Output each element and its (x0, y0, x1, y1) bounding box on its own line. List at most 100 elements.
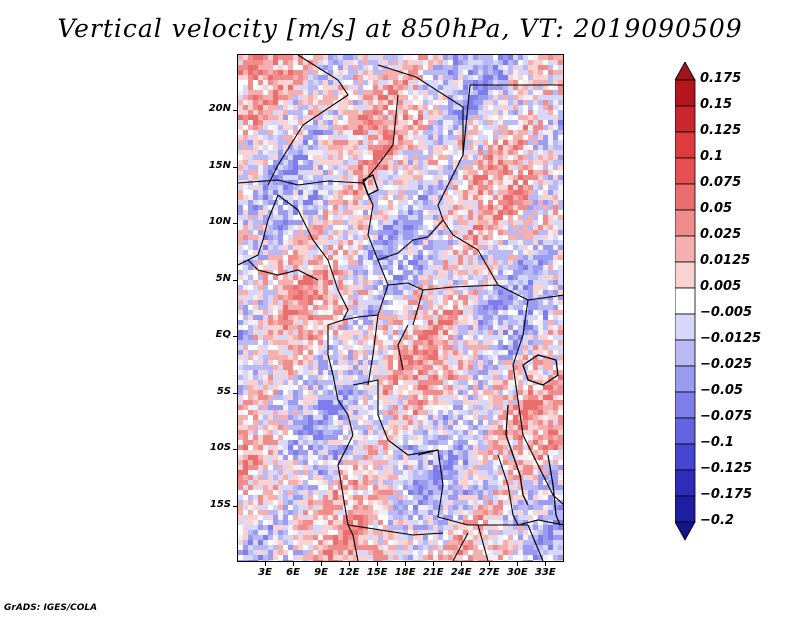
field-cell (398, 245, 403, 250)
field-cell (288, 55, 293, 60)
field-cell (288, 100, 293, 105)
field-cell (243, 250, 248, 255)
field-cell (238, 470, 243, 475)
field-cell (333, 290, 338, 295)
field-cell (278, 450, 283, 455)
field-cell (428, 435, 433, 440)
field-cell (358, 445, 363, 450)
field-cell (358, 155, 363, 160)
field-cell (338, 265, 343, 270)
field-cell (548, 385, 553, 390)
field-cell (258, 410, 263, 415)
field-cell (413, 135, 418, 140)
field-cell (428, 180, 433, 185)
field-cell (448, 465, 453, 470)
field-cell (283, 365, 288, 370)
field-cell (278, 190, 283, 195)
field-cell (473, 360, 478, 365)
field-cell (358, 305, 363, 310)
field-cell (543, 270, 548, 275)
field-cell (453, 225, 458, 230)
field-cell (418, 60, 423, 65)
field-cell (448, 90, 453, 95)
field-cell (368, 205, 373, 210)
field-cell (348, 250, 353, 255)
field-cell (258, 270, 263, 275)
field-cell (413, 60, 418, 65)
field-cell (358, 120, 363, 125)
field-cell (443, 75, 448, 80)
field-cell (343, 245, 348, 250)
field-cell (313, 330, 318, 335)
field-cell (343, 400, 348, 405)
field-cell (423, 140, 428, 145)
field-cell (548, 225, 553, 230)
field-cell (483, 155, 488, 160)
field-cell (443, 95, 448, 100)
field-cell (373, 130, 378, 135)
field-cell (478, 80, 483, 85)
field-cell (318, 285, 323, 290)
field-cell (478, 260, 483, 265)
field-cell (388, 70, 393, 75)
field-cell (308, 255, 313, 260)
field-cell (543, 235, 548, 240)
field-cell (513, 220, 518, 225)
field-cell (518, 360, 523, 365)
field-cell (328, 295, 333, 300)
field-cell (328, 205, 333, 210)
field-cell (273, 420, 278, 425)
field-cell (263, 365, 268, 370)
field-cell (363, 210, 368, 215)
field-cell (438, 245, 443, 250)
field-cell (283, 465, 288, 470)
field-cell (413, 430, 418, 435)
field-cell (498, 400, 503, 405)
field-cell (528, 180, 533, 185)
field-cell (423, 290, 428, 295)
field-cell (238, 460, 243, 465)
field-cell (548, 340, 553, 345)
field-cell (433, 405, 438, 410)
field-cell (458, 310, 463, 315)
field-cell (368, 360, 373, 365)
field-cell (288, 125, 293, 130)
field-cell (543, 255, 548, 260)
field-cell (518, 465, 523, 470)
field-cell (423, 95, 428, 100)
field-cell (423, 180, 428, 185)
field-cell (303, 275, 308, 280)
field-cell (248, 360, 253, 365)
field-cell (463, 70, 468, 75)
field-cell (288, 170, 293, 175)
field-cell (538, 265, 543, 270)
field-cell (343, 125, 348, 130)
field-cell (528, 295, 533, 300)
field-cell (468, 425, 473, 430)
field-cell (498, 115, 503, 120)
field-cell (253, 260, 258, 265)
field-cell (523, 305, 528, 310)
field-cell (413, 360, 418, 365)
field-cell (528, 285, 533, 290)
field-cell (483, 385, 488, 390)
field-cell (308, 365, 313, 370)
field-cell (288, 410, 293, 415)
field-cell (398, 135, 403, 140)
field-cell (318, 85, 323, 90)
field-cell (483, 70, 488, 75)
field-cell (398, 285, 403, 290)
field-cell (438, 395, 443, 400)
field-cell (248, 105, 253, 110)
field-cell (278, 425, 283, 430)
field-cell (428, 390, 433, 395)
field-cell (288, 445, 293, 450)
field-cell (493, 400, 498, 405)
field-cell (553, 65, 558, 70)
field-cell (383, 370, 388, 375)
field-cell (318, 120, 323, 125)
field-cell (538, 455, 543, 460)
field-cell (353, 225, 358, 230)
field-cell (503, 285, 508, 290)
field-cell (493, 115, 498, 120)
